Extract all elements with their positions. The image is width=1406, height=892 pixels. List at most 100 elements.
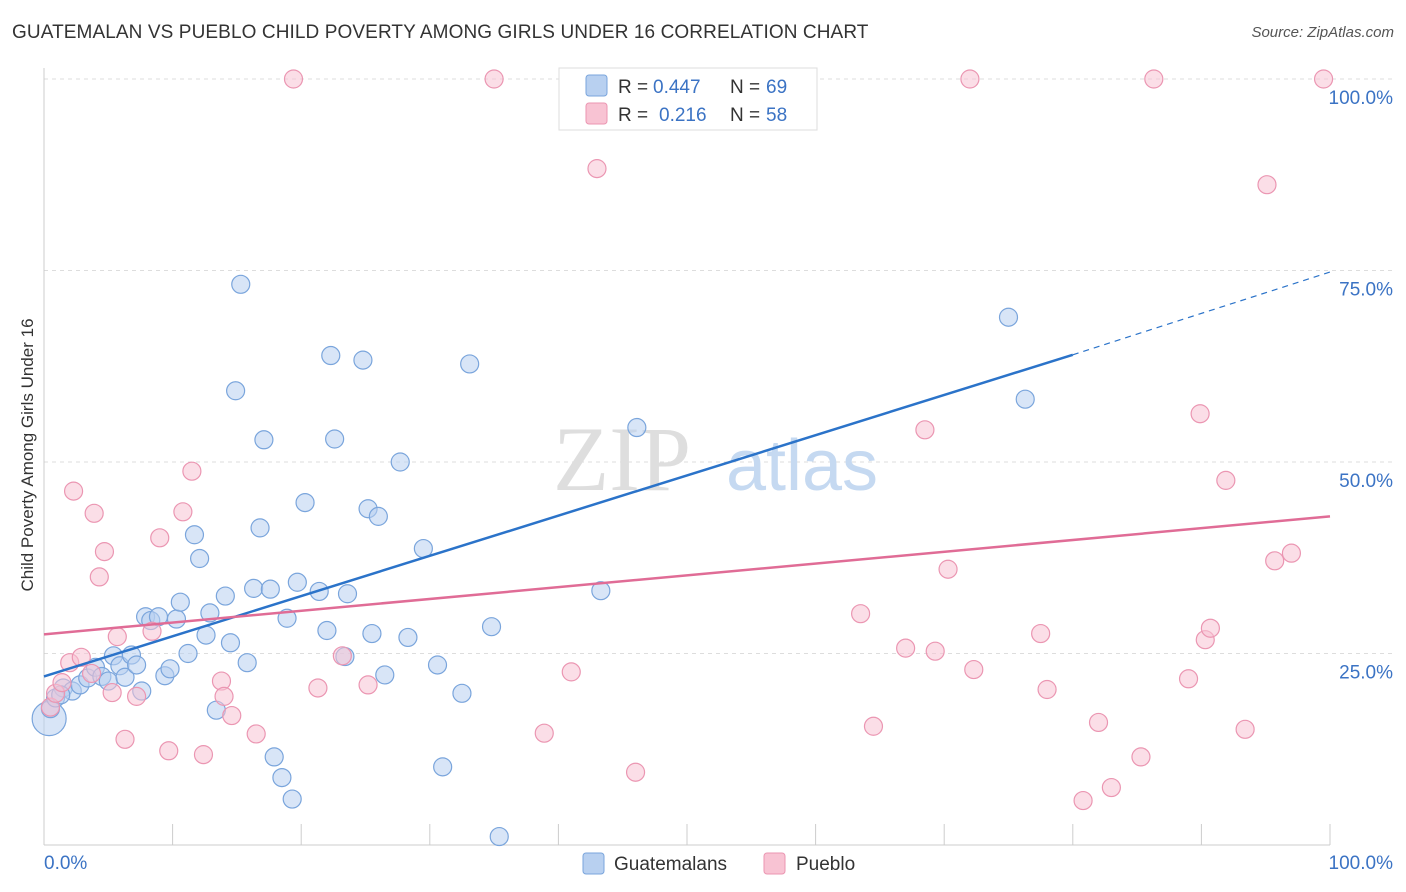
pueblo-point bbox=[84, 503, 104, 523]
legend-n-label-2: N = bbox=[730, 105, 760, 126]
guatemalans-point bbox=[1015, 389, 1035, 409]
guatemalans-point bbox=[353, 350, 373, 370]
legend-n-value-1: 69 bbox=[766, 77, 787, 98]
guatemalans-points bbox=[31, 274, 1035, 847]
pueblo-point bbox=[332, 646, 352, 666]
watermark-zip: ZIP bbox=[553, 408, 691, 510]
legend-r-label-2: R = bbox=[618, 105, 648, 126]
guatemalans-point bbox=[220, 633, 241, 653]
grid-lines bbox=[44, 78, 1394, 654]
pueblo-point bbox=[1216, 470, 1236, 490]
y-tick-label: 75.0% bbox=[1339, 280, 1393, 301]
guatemalans-point bbox=[254, 430, 274, 450]
guatemalans-point bbox=[200, 603, 220, 623]
pueblo-point bbox=[1131, 747, 1151, 767]
pueblo-point bbox=[534, 723, 554, 743]
pueblo-point bbox=[126, 686, 147, 706]
guatemalans-point bbox=[178, 643, 198, 664]
guatemalans-point bbox=[398, 627, 418, 648]
guatemalans-point bbox=[452, 683, 472, 703]
guatemalans-point bbox=[184, 525, 205, 545]
pueblo-point bbox=[94, 542, 115, 562]
pueblo-point bbox=[851, 604, 871, 624]
guatemalans-point bbox=[160, 659, 180, 679]
guatemalans-point bbox=[998, 307, 1019, 327]
guatemalans-point bbox=[627, 417, 647, 438]
pueblo-point bbox=[938, 559, 958, 579]
guatemalans-trend-extension bbox=[1072, 271, 1331, 356]
guatemalans-point bbox=[368, 506, 388, 526]
y-axis-label: Child Poverty Among Girls Under 16 bbox=[18, 318, 37, 592]
pueblo-point bbox=[625, 762, 646, 782]
guatemalans-point bbox=[317, 620, 337, 641]
guatemalans-point bbox=[166, 609, 187, 629]
pueblo-point bbox=[1190, 404, 1210, 424]
guatemalans-point bbox=[321, 345, 341, 366]
pueblo-point bbox=[52, 673, 72, 693]
pueblo-point bbox=[1265, 551, 1285, 571]
pueblo-point bbox=[283, 69, 304, 89]
pueblo-point bbox=[561, 662, 581, 682]
pueblo-point bbox=[193, 745, 214, 765]
pueblo-point bbox=[1313, 69, 1334, 89]
pueblo-point bbox=[102, 682, 122, 703]
guatemalans-point bbox=[591, 581, 611, 601]
legend-n-value-2: 58 bbox=[766, 105, 787, 126]
bottom-legend-guatemalans: Guatemalans bbox=[614, 854, 727, 875]
pueblo-point bbox=[964, 659, 984, 680]
bottom-legend-pueblo: Pueblo bbox=[796, 854, 855, 875]
tick-labels: 25.0% 50.0% 75.0% 100.0% 0.0% 100.0% bbox=[44, 88, 1393, 874]
series-legend: Guatemalans Pueblo bbox=[582, 852, 855, 875]
guatemalans-point bbox=[277, 608, 297, 628]
pueblo-point bbox=[63, 481, 84, 501]
guatemalans-point bbox=[215, 586, 235, 606]
pueblo-point bbox=[246, 724, 266, 744]
guatemalans-point bbox=[264, 747, 284, 767]
guatemalans-point bbox=[282, 789, 302, 809]
stats-legend: R = 0.447 N = 69 R = 0.216 N = 58 bbox=[558, 67, 818, 131]
pueblo-point bbox=[1101, 777, 1121, 798]
pueblo-point bbox=[1144, 69, 1164, 89]
guatemalans-point bbox=[237, 653, 257, 673]
pueblo-trend-line bbox=[43, 515, 1331, 636]
watermark-atlas: atlas bbox=[726, 426, 878, 506]
pueblo-point bbox=[107, 627, 127, 647]
chart-title: GUATEMALAN VS PUEBLO CHILD POVERTY AMONG… bbox=[12, 22, 869, 43]
guatemalans-point bbox=[126, 655, 147, 675]
guatemalans-point bbox=[460, 354, 480, 374]
pueblo-point bbox=[358, 675, 378, 695]
pueblo-point bbox=[159, 741, 179, 761]
legend-r-value-1: 0.447 bbox=[653, 77, 701, 98]
guatemalans-point bbox=[231, 274, 251, 294]
y-tick-label: 25.0% bbox=[1339, 663, 1393, 684]
pueblo-point bbox=[863, 716, 884, 736]
legend-swatch-guatemalans bbox=[585, 74, 608, 97]
pueblo-point bbox=[214, 686, 234, 706]
pueblo-point bbox=[1257, 175, 1277, 195]
guatemalans-point bbox=[390, 452, 410, 472]
guatemalans-point bbox=[427, 655, 448, 675]
guatemalans-point bbox=[250, 518, 270, 538]
source-label: Source: ZipAtlas.com bbox=[1251, 24, 1394, 41]
pueblo-point bbox=[1031, 623, 1051, 644]
guatemalans-point bbox=[433, 757, 453, 777]
pueblo-point bbox=[1235, 719, 1255, 739]
pueblo-point bbox=[1073, 790, 1093, 811]
guatemalans-point bbox=[115, 667, 135, 687]
guatemalans-point bbox=[489, 826, 509, 847]
y-tick-label: 50.0% bbox=[1339, 471, 1393, 492]
legend-n-label-1: N = bbox=[730, 77, 760, 98]
bottom-swatch-guatemalans bbox=[582, 852, 605, 875]
pueblo-point bbox=[142, 621, 162, 641]
x-tick-label-max: 100.0% bbox=[1329, 853, 1394, 874]
pueblo-point bbox=[89, 567, 109, 587]
pueblo-point bbox=[71, 647, 91, 667]
pueblo-point bbox=[173, 502, 193, 522]
guatemalans-point bbox=[272, 767, 292, 788]
pueblo-point bbox=[1200, 618, 1221, 638]
guatemalans-point bbox=[375, 665, 395, 685]
legend-r-label-1: R = bbox=[618, 77, 648, 98]
watermark: ZIP atlas bbox=[553, 408, 878, 510]
pueblo-point bbox=[81, 663, 102, 684]
